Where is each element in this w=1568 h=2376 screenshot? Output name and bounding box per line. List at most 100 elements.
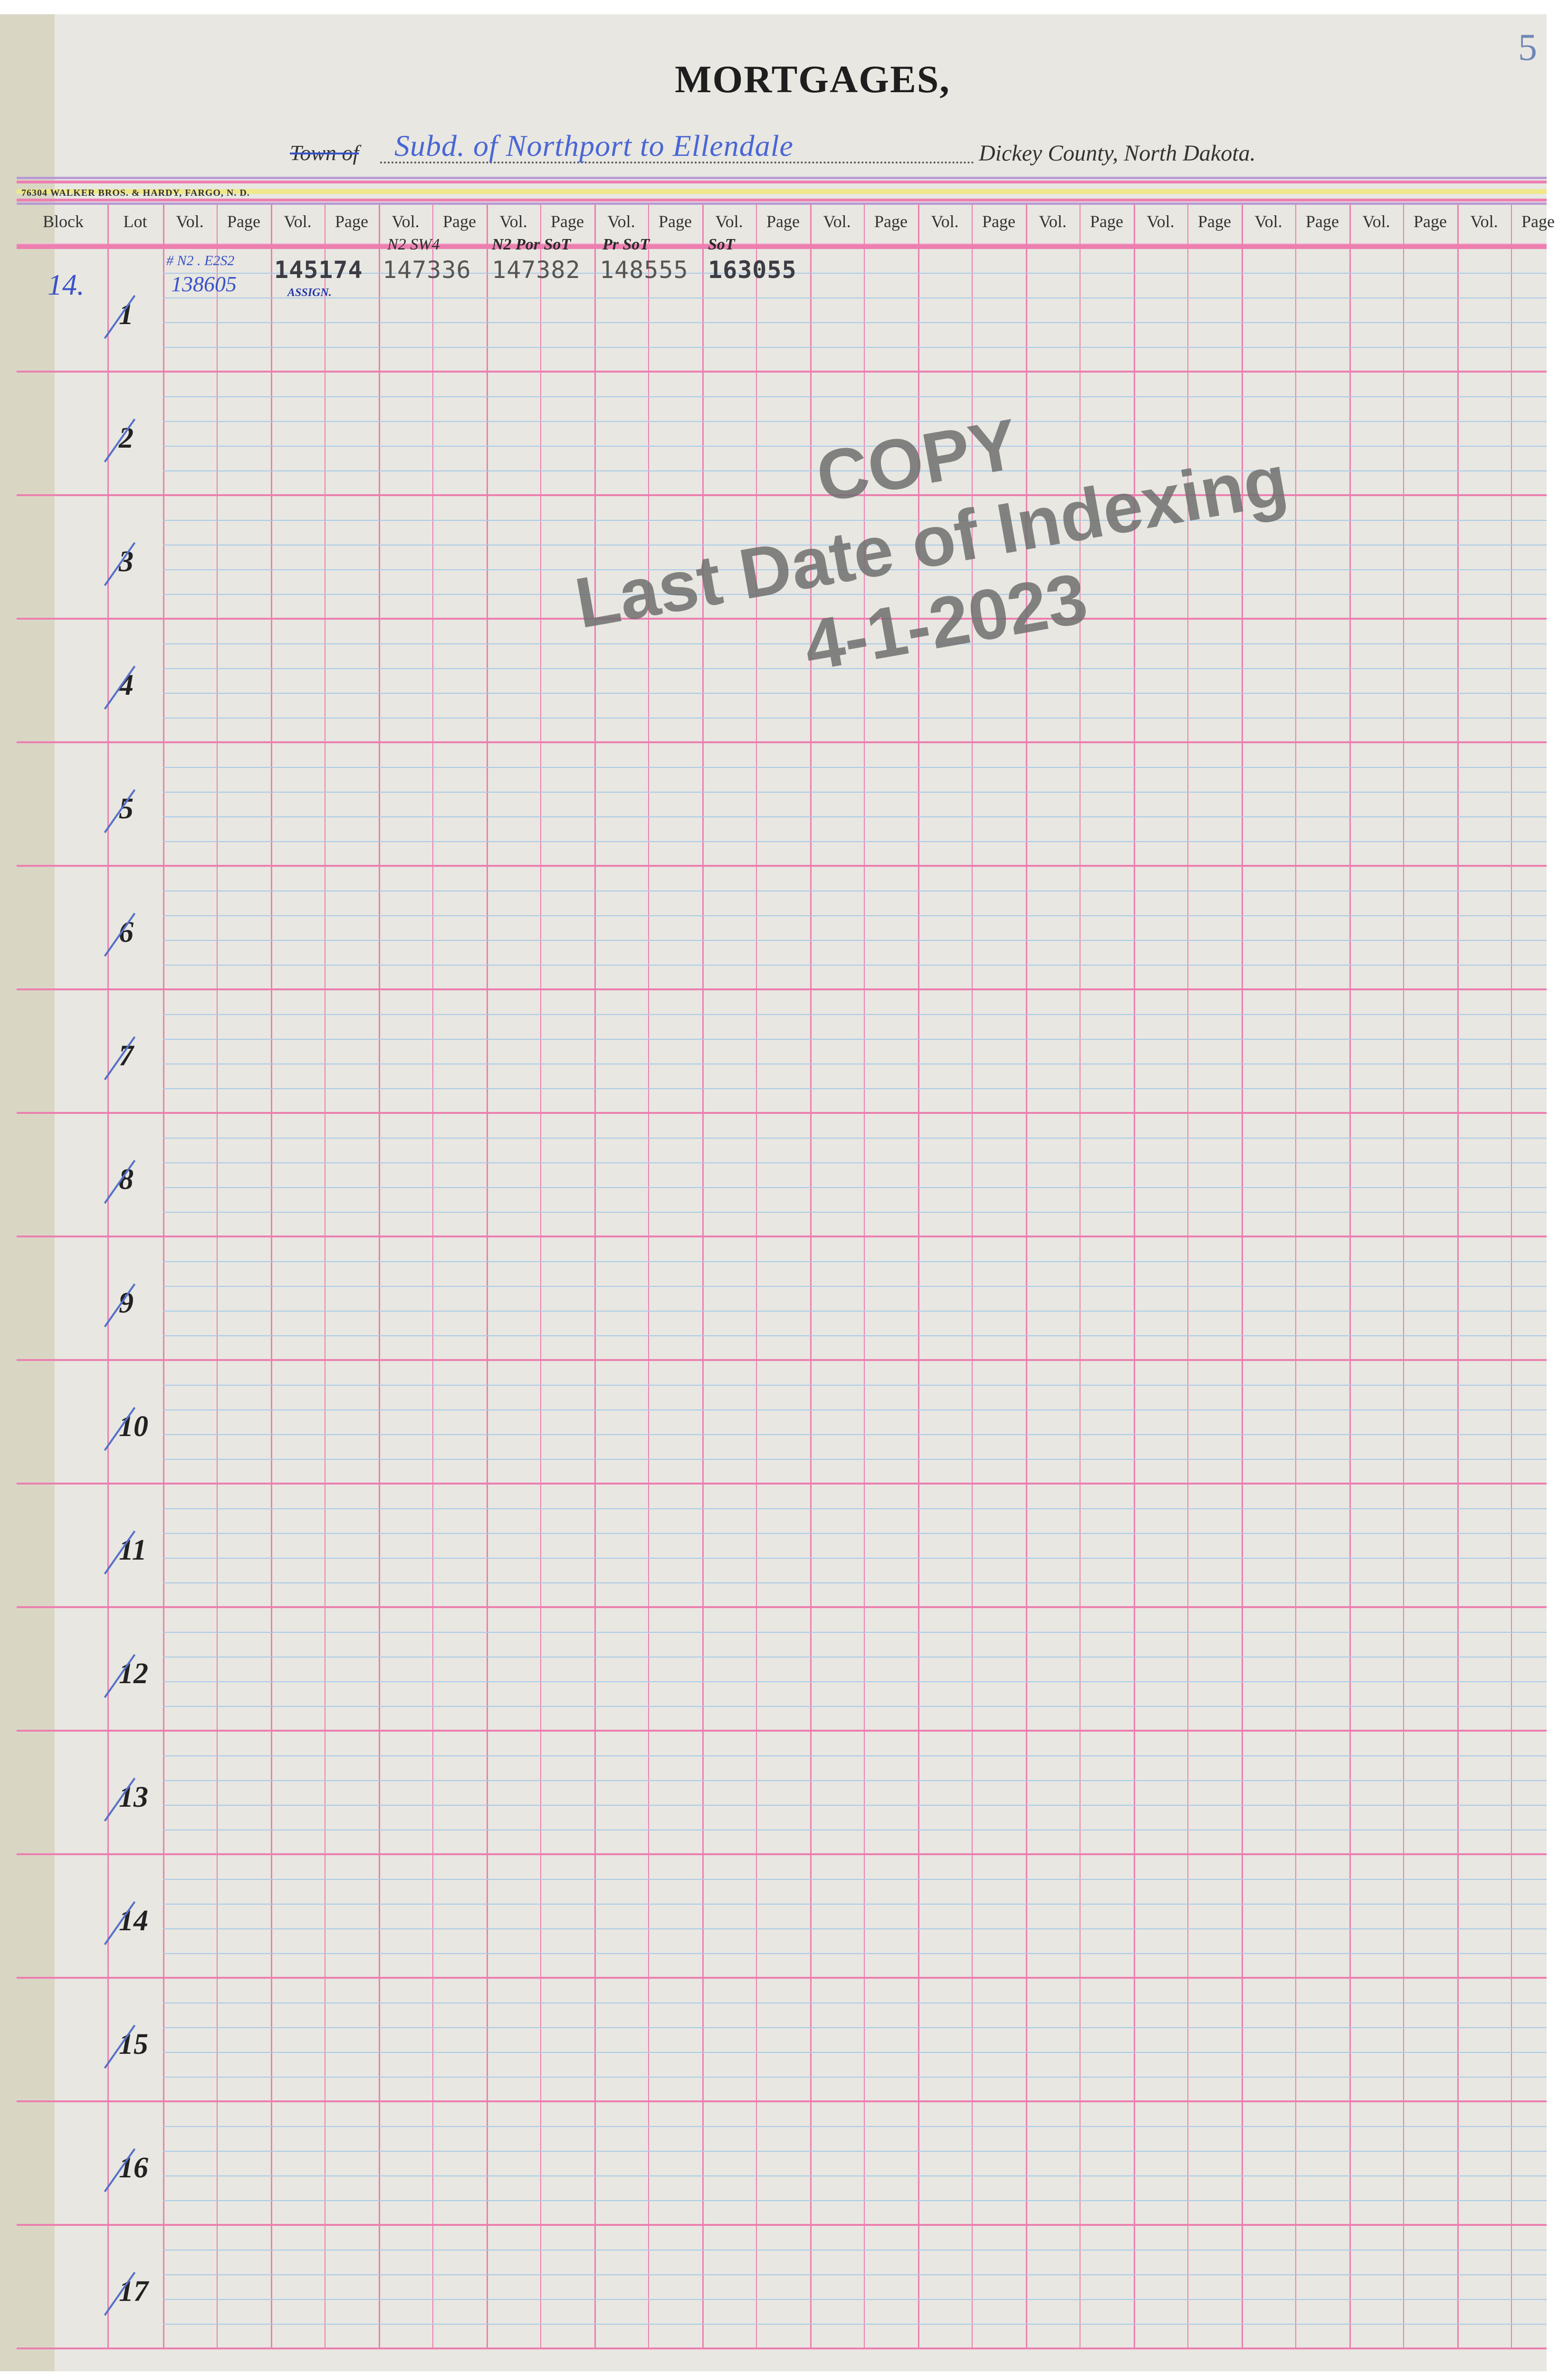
row-rule [163,297,1547,298]
rule-pink [17,199,1547,201]
row-rule [163,965,1547,966]
column-header-vol: Vol. [823,212,851,231]
lot-rule [17,2347,1547,2349]
column-header-page: Page [1306,212,1339,231]
entry-note: SoT [708,236,735,253]
row-rule [163,1805,1547,1806]
lot-rule [17,1112,1547,1114]
column-rule [271,204,272,2348]
entry-value: 138605 [171,272,237,296]
row-rule [163,1953,1547,1954]
column-header-vol: Vol. [607,212,635,231]
column-header-vol: Vol. [1147,212,1175,231]
column-header-vol: Vol. [1254,212,1282,231]
column-header-vol: Vol. [284,212,312,231]
column-rule [1026,204,1027,2348]
row-rule [163,421,1547,422]
row-rule [163,1138,1547,1139]
row-rule [163,1558,1547,1559]
row-rule [163,1088,1547,1089]
row-rule [163,470,1547,471]
row-rule [163,2126,1547,2127]
entry-note: N2 Por SoT [492,236,571,253]
lot-rule [17,1236,1547,1237]
lot-number: 13 [119,1781,148,1813]
column-rule [163,204,164,2348]
row-rule [163,2324,1547,2325]
column-header-lot: Lot [123,212,147,231]
row-rule [163,841,1547,842]
column-header-page: Page [443,212,476,231]
lot-rule [17,1483,1547,1485]
entry-note: N2 SW4 [387,236,440,253]
column-rule [432,204,433,2348]
column-rule [1403,204,1404,2348]
column-rule [540,204,541,2348]
row-rule [163,1187,1547,1188]
row-rule [163,643,1547,644]
row-rule [163,520,1547,521]
town-value-handwritten: Subd. of Northport to Ellendale [394,129,794,163]
column-header-vol: Vol. [499,212,527,231]
row-rule [163,1459,1547,1460]
row-rule [163,1681,1547,1682]
printer-imprint: 76304 WALKER BROS. & HARDY, FARGO, N. D. [21,188,250,198]
lot-rule [17,2224,1547,2226]
lot-number: 12 [119,1657,148,1690]
page-title: MORTGAGES, [675,57,950,101]
row-rule [163,2077,1547,2078]
column-header-vol: Vol. [1039,212,1067,231]
entry-note: # N2 . E2S2 [166,253,235,268]
column-header-page: Page [335,212,368,231]
column-header-page: Page [982,212,1015,231]
column-header-page: Page [874,212,908,231]
row-rule [163,1582,1547,1583]
column-rule [1295,204,1296,2348]
row-rule [163,1261,1547,1262]
column-rule [918,204,919,2348]
block-number: 14. [48,269,85,301]
row-rule [163,1533,1547,1534]
column-rule [756,204,757,2348]
row-rule [163,2299,1547,2300]
lot-rule [17,2100,1547,2102]
row-rule [163,718,1547,719]
rule-purple [17,177,1547,179]
row-rule [163,1063,1547,1064]
row-rule [163,1385,1547,1386]
entry-value: 148555 [600,256,688,284]
lot-number: 17 [119,2275,148,2308]
lot-rule [17,1977,1547,1979]
column-header-block: Block [43,212,84,231]
entry-note: Pr SoT [602,236,650,253]
row-rule [163,2052,1547,2053]
column-rule [648,204,649,2348]
entry-value: 163055 [708,256,797,284]
page-number: 5 [1518,27,1537,68]
header-bottom-rule [17,243,1547,249]
row-rule [163,2200,1547,2201]
row-rule [163,2151,1547,2152]
lot-rule [17,1730,1547,1732]
county-label: Dickey County, North Dakota. [979,141,1256,166]
row-rule [163,1928,1547,1929]
row-rule [163,1409,1547,1410]
entry-value: 147382 [492,256,581,284]
lot-number: 11 [119,1534,147,1566]
lot-number: 10 [119,1410,148,1443]
entry-value: 147336 [382,256,471,284]
column-header-page: Page [1521,212,1555,231]
row-rule [163,2175,1547,2176]
column-rule [1242,204,1243,2348]
lot-rule [17,371,1547,373]
row-rule [163,396,1547,397]
row-rule [163,915,1547,916]
column-header-vol: Vol. [1470,212,1498,231]
row-rule [163,1335,1547,1336]
row-rule [163,2002,1547,2003]
row-rule [163,1286,1547,1287]
column-header-vol: Vol. [392,212,420,231]
binding-strip [0,14,55,2371]
column-rule [1511,204,1512,2348]
column-header-page: Page [227,212,260,231]
